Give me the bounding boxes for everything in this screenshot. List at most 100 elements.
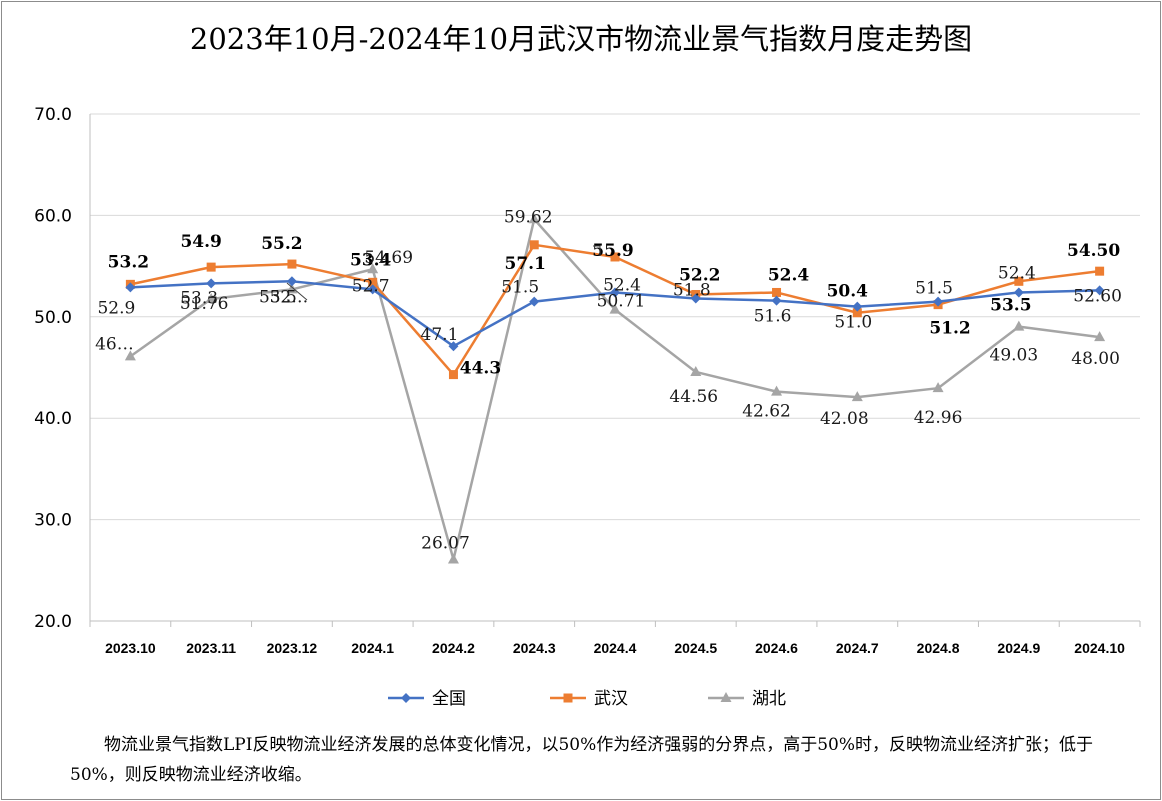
data-label: 53.2 [108,252,149,272]
data-point [933,296,944,307]
data-label: 54.69 [364,248,413,268]
data-label: 52.4 [998,263,1036,283]
data-label: 51.5 [915,279,953,299]
data-point [447,553,459,564]
data-point [206,262,216,272]
data-point [1013,287,1024,298]
data-point [448,341,459,352]
data-label: 42.62 [742,402,791,422]
x-tick-label: 2024.4 [594,640,637,656]
data-label: 53.5 [259,287,297,307]
data-label: 44.3 [460,359,501,379]
data-point [690,293,701,304]
legend: 全国 武汉 湖北 [388,689,786,709]
data-label: 51.2 [929,319,970,339]
data-label: 49.03 [990,346,1039,366]
data-label: 53.3 [180,288,218,308]
data-point [1094,285,1105,296]
data-label: 46… [95,334,134,354]
data-label: 52.4 [603,275,641,295]
data-label: 42.08 [820,409,869,429]
data-point [852,301,863,312]
data-point [368,277,378,287]
data-point [609,303,621,314]
y-tick-label: 20.0 [34,612,72,632]
x-tick-label: 2023.11 [186,640,236,656]
data-label: 59.62 [504,207,553,227]
data-label: 50.71 [597,292,646,312]
data-point [367,284,378,295]
x-tick-label: 2024.3 [513,640,556,656]
x-tick-label: 2024.8 [917,640,960,656]
y-tick-label: 60.0 [34,206,72,226]
data-label: 55.9 [592,241,633,261]
series-lines [124,213,1106,564]
data-point [448,370,458,380]
x-tick-label: 2023.10 [105,640,156,656]
data-point [851,391,863,402]
data-label: 47.1 [421,325,459,345]
data-label: 42.96 [914,408,963,428]
data-label: 52.9 [97,298,135,318]
data-point [610,287,620,298]
chart-title: 2023年10月-2024年10月武汉市物流业景气指数月度走势图 [189,22,973,56]
legend-marker [720,692,732,702]
data-point [1014,276,1024,286]
data-label: 51.8 [673,281,711,301]
legend-label: 全国 [432,689,466,709]
data-label: 51.0 [834,313,872,333]
series-line-hubei [129,218,1100,561]
x-tick-label: 2024.5 [674,640,717,656]
data-point [1094,331,1106,342]
data-label: 48.00 [1071,349,1120,369]
data-label: 26.07 [421,533,470,553]
legend-marker [401,693,411,703]
y-tick-label: 40.0 [34,409,72,429]
data-point [125,282,136,293]
chart-note: 物流业景气指数LPI反映物流业经济发展的总体变化情况，以50%作为经济强弱的分界… [70,735,1094,785]
data-point [772,287,782,297]
data-point [124,350,136,361]
data-label: 54.9 [180,232,221,252]
data-label: 51.6 [754,307,792,327]
data-label: 53.4 [350,250,392,270]
data-label: 52… [270,287,309,307]
data-label: 50.4 [827,282,869,302]
data-label: 44.56 [669,387,718,407]
legend-marker [563,693,573,703]
y-tick-label: 30.0 [34,511,72,531]
data-label: 52.2 [679,265,720,285]
data-label: 52.7 [352,276,390,296]
data-labels: 52.9 53.3 53.5 52.7 47.1 51.5 52.4 51.8 51.6 51.0… [95,207,1122,553]
data-point [528,213,540,224]
data-point [367,263,379,274]
data-label: 51.76 [180,294,229,314]
x-tick-label: 2024.6 [755,640,798,656]
gridlines [90,113,1140,622]
data-point [286,283,298,294]
data-point [287,259,297,269]
x-axis: 2023.10 2023.11 2023.12 2024.1 2024.2 2024.3 2… [89,620,1141,656]
data-point [1095,266,1105,276]
data-label: 54.50 [1067,241,1120,261]
data-point [690,365,702,376]
x-tick-label: 2024.7 [836,640,879,656]
x-tick-label: 2023.12 [267,640,318,656]
y-tick-label: 70.0 [34,105,72,125]
data-point [1013,320,1025,331]
data-point [932,382,944,393]
leader-line [286,282,308,301]
leader-line [593,245,601,256]
data-point [205,292,217,303]
data-label: 57.1 [505,254,546,274]
data-label: 51.5 [501,278,539,298]
data-label: 55.2 [261,234,302,254]
data-point [529,240,539,250]
data-label: 53.5 [990,295,1031,315]
data-point [206,278,217,289]
x-tick-label: 2024.1 [351,640,394,656]
data-label: 52.60 [1073,286,1122,306]
data-point [852,308,862,318]
